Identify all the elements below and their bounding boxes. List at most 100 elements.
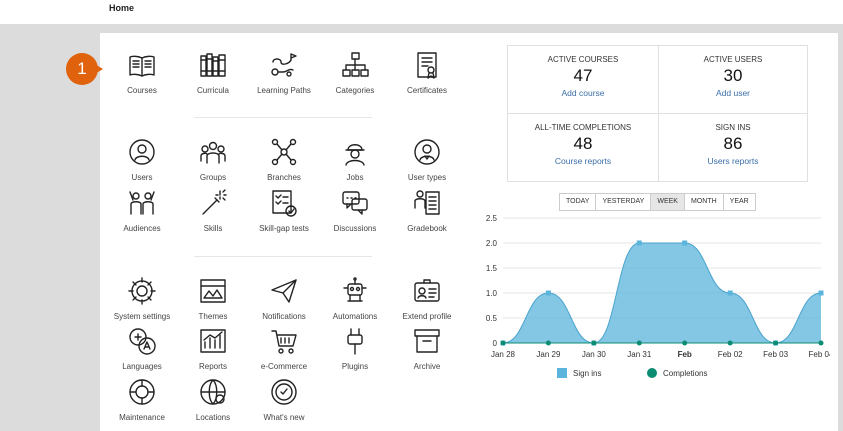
tile-skill-gap-tests[interactable]: Skill-gap tests [239,188,329,233]
tab-week[interactable]: WEEK [651,194,685,210]
tile-label: Skill-gap tests [259,224,309,233]
groups-icon [200,141,226,164]
tile-curricula[interactable]: Curricula [168,50,258,95]
x-tick-label: Jan 30 [582,350,607,359]
legend-sign-ins[interactable]: Sign ins [557,368,601,378]
tile-e-commerce[interactable]: e-Commerce [239,326,329,371]
y-tick-label: 0.5 [486,314,498,323]
breadcrumb-home[interactable]: Home [109,3,135,13]
tile-label: Gradebook [407,224,447,233]
stats-box: ACTIVE COURSES 47 Add course ACTIVE USER… [507,45,808,182]
whats-new-icon [271,379,297,405]
tab-yesterday[interactable]: YESTERDAY [596,194,652,210]
x-tick-label: Feb 02 [718,350,743,359]
tile-label: Branches [267,173,301,182]
tile-label: Discussions [333,224,377,233]
sign-ins-point [818,290,824,296]
legend-completions[interactable]: Completions [647,368,707,378]
tile-label: Learning Paths [257,86,311,95]
tile-user-types[interactable]: User types [382,137,472,182]
gear-icon [128,277,156,305]
tile-discussions[interactable]: Discussions [310,188,400,233]
y-tick-label: 1.5 [486,264,498,273]
x-tick-label: Jan 28 [491,350,516,359]
step-badge: 1 [66,53,98,85]
tile-plugins[interactable]: Plugins [310,326,400,371]
tile-learning-paths[interactable]: Learning Paths [239,50,329,95]
tile-label: e-Commerce [260,362,308,371]
tile-label: Jobs [346,173,364,182]
tab-today[interactable]: TODAY [560,194,597,210]
course-reports-link[interactable]: Course reports [554,156,612,166]
tile-gradebook[interactable]: Gradebook [382,188,472,233]
tile-label: Archive [413,362,441,371]
stat-value: 86 [723,134,743,153]
tile-audiences[interactable]: Audiences [97,188,187,233]
tile-label: Maintenance [119,413,165,422]
tile-label: Categories [335,86,375,95]
book-icon [129,55,155,77]
categories-icon [342,52,369,77]
y-tick-label: 0 [493,339,498,348]
branches-icon [271,138,297,166]
tile-system-settings[interactable]: System settings [97,276,187,321]
legend-label: Sign ins [573,368,602,378]
tile-label: Themes [198,312,228,321]
tile-label: Certificates [406,86,447,95]
tile-label: Skills [203,224,223,233]
tile-branches[interactable]: Branches [239,137,329,182]
tile-label: Reports [198,362,227,371]
tile-locations[interactable]: Locations [168,377,258,422]
tile-maintenance[interactable]: Maintenance [97,377,187,422]
discussions-icon [342,191,368,215]
audiences-icon [129,191,155,215]
tile-certificates[interactable]: Certificates [382,50,472,95]
magic-wand-icon [202,189,227,215]
range-tabs: TODAY YESTERDAY WEEK MONTH YEAR [559,193,756,211]
learning-path-icon [271,53,297,77]
stat-completions: ALL-TIME COMPLETIONS 48 Course reports [508,114,658,182]
tile-categories[interactable]: Categories [310,50,400,95]
add-course-link[interactable]: Add course [561,88,605,98]
completions-point [591,340,597,346]
tile-label: What's new [263,413,305,422]
certificate-icon [417,52,437,79]
tile-themes[interactable]: Themes [168,276,258,321]
tile-notifications[interactable]: Notifications [239,276,329,321]
tile-users[interactable]: Users [97,137,187,182]
tile-skills[interactable]: Skills [168,188,258,233]
activity-chart: 0 0.5 1.0 1.5 2.0 2.5 Jan 28 Jan 29 Jan 30 Jan 31… [486,214,830,359]
tab-year[interactable]: YEAR [723,194,755,210]
separator [194,117,372,118]
gradebook-icon [414,190,440,215]
users-reports-link[interactable]: Users reports [707,156,759,166]
tile-label: Courses [127,86,157,95]
tile-languages[interactable]: Languages [97,326,187,371]
completions-point [818,340,824,346]
tile-label: Automations [332,312,378,321]
tab-month[interactable]: MONTH [684,194,724,210]
themes-icon [200,279,226,303]
tile-reports[interactable]: Reports [168,326,258,371]
x-tick-label: Feb 04 [809,350,830,359]
step-badge-pointer [93,63,103,75]
stat-title: ALL-TIME COMPLETIONS [534,123,632,132]
stat-value: 47 [573,66,593,85]
tile-archive[interactable]: Archive [382,326,472,371]
tile-courses[interactable]: Courses [97,50,187,95]
tile-groups[interactable]: Groups [168,137,258,182]
tile-extend-profile[interactable]: Extend profile [382,276,472,321]
id-card-icon [414,279,440,302]
x-tick-label: Feb 03 [763,350,788,359]
tile-automations[interactable]: Automations [310,276,400,321]
stat-value: 48 [573,134,593,153]
user-icon [129,139,155,165]
tile-what-s-new[interactable]: What's new [239,377,329,422]
add-user-link[interactable]: Add user [715,88,751,98]
tile-label: System settings [113,312,171,321]
stat-active-users: ACTIVE USERS 30 Add user [658,46,808,114]
tile-jobs[interactable]: Jobs [310,137,400,182]
paper-plane-icon [271,279,297,303]
tile-label: Languages [122,362,162,371]
legend-label: Completions [663,368,708,378]
